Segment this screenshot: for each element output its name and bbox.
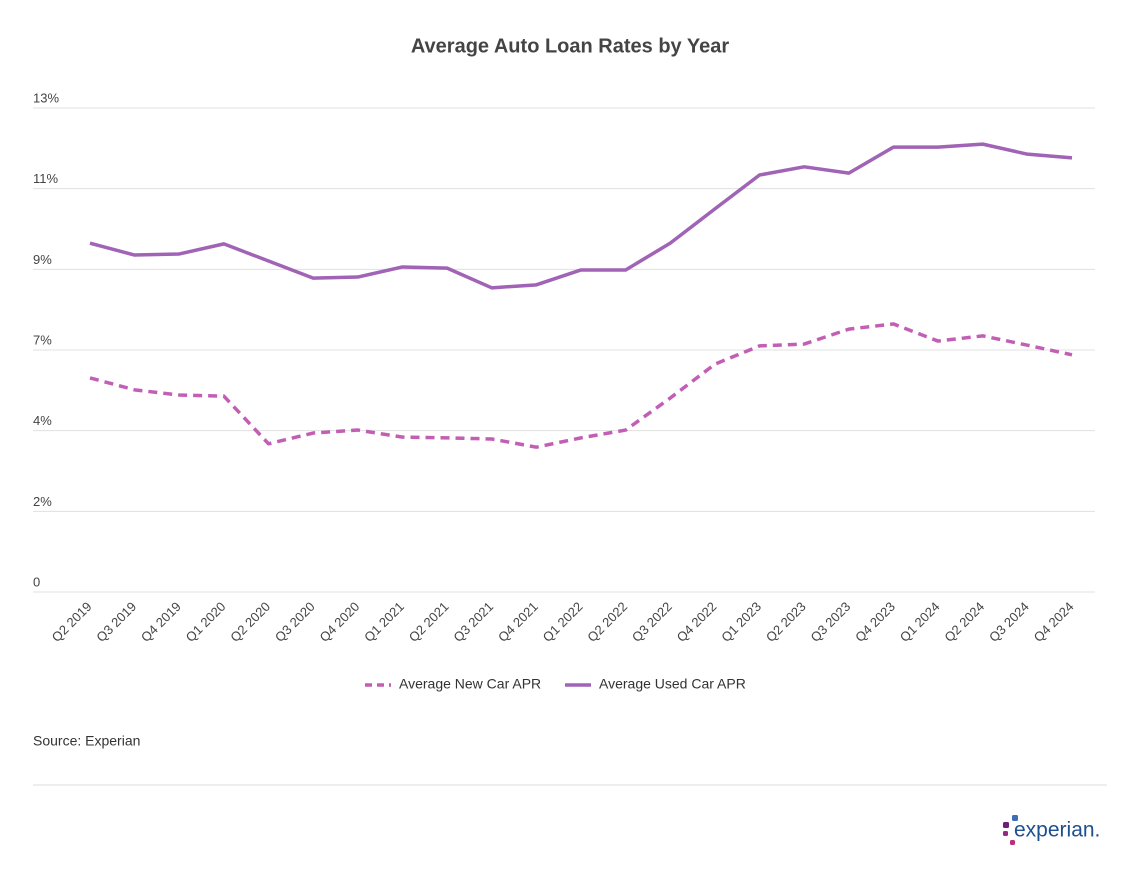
x-tick-label: Q4 2019 — [138, 599, 184, 645]
legend-label: Average Used Car APR — [599, 676, 746, 692]
x-tick-label: Q4 2020 — [316, 599, 362, 645]
source: Source: Experian — [33, 733, 140, 749]
x-tick-label: Q4 2022 — [674, 599, 720, 645]
x-tick-label: Q3 2019 — [93, 599, 139, 645]
y-tick-label: 4% — [33, 413, 52, 428]
x-tick-label: Q1 2023 — [718, 599, 764, 645]
y-tick-label: 9% — [33, 252, 52, 267]
x-tick-label: Q3 2022 — [629, 599, 675, 645]
chart-title: Average Auto Loan Rates by Year — [411, 35, 729, 57]
y-tick-label: 7% — [33, 332, 52, 347]
x-tick-label: Q2 2021 — [406, 599, 452, 645]
x-tick-label: Q3 2023 — [807, 599, 853, 645]
x-tick-label: Q2 2022 — [584, 599, 630, 645]
y-tick-label: 13% — [33, 90, 59, 105]
x-tick-label: Q3 2021 — [450, 599, 496, 645]
x-tick-label: Q4 2023 — [852, 599, 898, 645]
x-tick-label: Q2 2023 — [763, 599, 809, 645]
legend-label: Average New Car APR — [399, 676, 541, 692]
x-tick-label: Q2 2024 — [941, 599, 987, 645]
x-tick-label: Q2 2019 — [49, 599, 95, 645]
x-tick-label: Q1 2021 — [361, 599, 407, 645]
x-tick-label: Q2 2020 — [227, 599, 273, 645]
logo: experian. — [1014, 819, 1100, 842]
series-line — [89, 142, 1073, 290]
series-line — [89, 322, 1073, 449]
x-tick-label: Q1 2022 — [540, 599, 586, 645]
x-tick-label: Q3 2020 — [272, 599, 318, 645]
y-tick-label: 2% — [33, 494, 52, 509]
x-tick-label: Q4 2024 — [1031, 599, 1077, 645]
x-tick-label: Q3 2024 — [986, 599, 1032, 645]
x-tick-label: Q4 2021 — [495, 599, 541, 645]
logo-dots — [1003, 815, 1018, 845]
x-tick-label: Q1 2020 — [183, 599, 229, 645]
x-tick-label: Q1 2024 — [897, 599, 943, 645]
y-tick-label: 0 — [33, 574, 40, 589]
y-tick-label: 11% — [33, 171, 58, 186]
